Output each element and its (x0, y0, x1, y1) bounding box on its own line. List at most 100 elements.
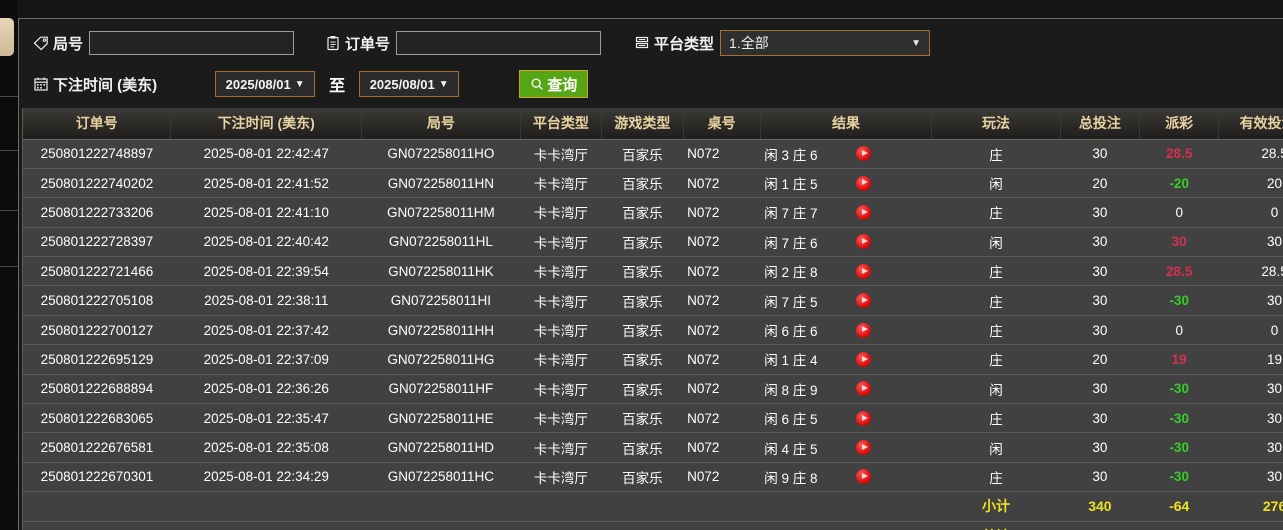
col-round-no[interactable]: 局号 (361, 108, 521, 140)
cell-platform: 卡卡湾厅 (520, 139, 602, 169)
cell-game-type: 百家乐 (601, 432, 684, 463)
table-row[interactable]: 250801222721466 2025-08-01 22:39:54 GN0722… (23, 256, 1283, 287)
bet-time-from-input[interactable]: 2025/08/01 ▼ (215, 71, 316, 97)
table-row[interactable]: 250801222733206 2025-08-01 22:41:10 GN0722… (23, 197, 1283, 228)
play-replay-icon[interactable] (856, 175, 872, 191)
play-replay-icon[interactable] (856, 410, 872, 426)
payout-value: 19 (1171, 351, 1187, 367)
cell-result: 闲 7 庄 6 (760, 227, 932, 258)
cell-payout: -30 (1139, 374, 1219, 405)
round-no-input[interactable] (89, 31, 295, 55)
cell-play: 庄 (931, 285, 1061, 316)
result-text: 闲 8 庄 9 (764, 382, 818, 398)
table-row[interactable]: 250801222683065 2025-08-01 22:35:47 GN0722… (23, 403, 1283, 434)
cell-game-type: 百家乐 (601, 403, 684, 434)
rail-segment (0, 210, 18, 266)
cell-play: 闲 (931, 168, 1061, 199)
cell-platform: 卡卡湾厅 (520, 462, 602, 493)
play-replay-icon[interactable] (856, 293, 872, 309)
cell-table-no: N072 (683, 285, 761, 316)
summary-valid-bet: 276 (1218, 521, 1283, 530)
cell-valid-bet: 20 (1218, 168, 1283, 199)
cell-payout: 19 (1139, 344, 1219, 375)
payout-value: -30 (1169, 293, 1189, 309)
cell-order-no: 250801222705108 (23, 285, 171, 316)
platform-type-value: 1.全部 (729, 35, 769, 51)
cell-round-no: GN072258011HF (361, 374, 521, 405)
order-no-input[interactable] (396, 31, 602, 55)
cell-bet-time: 2025-08-01 22:38:11 (170, 285, 362, 316)
cell-order-no: 250801222721466 (23, 256, 171, 287)
play-replay-icon[interactable] (856, 263, 872, 279)
summary-spacer (760, 521, 932, 530)
summary-spacer (520, 491, 602, 522)
cell-round-no: GN072258011HI (361, 285, 521, 316)
cell-round-no: GN072258011HO (361, 139, 521, 169)
filter-bar: 局号 订单号 (22, 22, 1280, 104)
play-replay-icon[interactable] (856, 469, 872, 485)
cell-game-type: 百家乐 (601, 139, 684, 169)
table-row[interactable]: 250801222695129 2025-08-01 22:37:09 GN0722… (23, 344, 1283, 375)
cell-total-bet: 30 (1060, 285, 1140, 316)
cell-table-no: N072 (683, 168, 761, 199)
cell-result: 闲 8 庄 9 (760, 374, 932, 405)
table-row[interactable]: 250801222748897 2025-08-01 22:42:47 GN0722… (23, 139, 1283, 169)
play-replay-icon[interactable] (856, 351, 872, 367)
col-platform[interactable]: 平台类型 (520, 108, 603, 140)
cell-round-no: GN072258011HD (361, 432, 521, 463)
bet-time-from-value: 2025/08/01 (225, 76, 291, 92)
payout-value: 0 (1175, 204, 1183, 220)
table-row[interactable]: 250801222670301 2025-08-01 22:34:29 GN0722… (23, 462, 1283, 493)
col-play[interactable]: 玩法 (931, 108, 1061, 140)
payout-value: 0 (1175, 322, 1183, 338)
result-text: 闲 6 庄 5 (764, 412, 818, 428)
table-row[interactable]: 250801222728397 2025-08-01 22:40:42 GN0722… (23, 227, 1283, 258)
col-result[interactable]: 结果 (760, 108, 933, 140)
table-body: 250801222748897 2025-08-01 22:42:47 GN0722… (23, 139, 1283, 530)
cell-platform: 卡卡湾厅 (520, 256, 602, 287)
table-row[interactable]: 250801222688894 2025-08-01 22:36:26 GN0722… (23, 374, 1283, 405)
col-total-bet[interactable]: 总投注 (1060, 108, 1141, 140)
table-row[interactable]: 250801222700127 2025-08-01 22:37:42 GN0722… (23, 315, 1283, 346)
result-text: 闲 3 庄 6 (764, 147, 818, 163)
cell-table-no: N072 (683, 139, 761, 169)
summary-label: 总计 (931, 521, 1061, 530)
records-table-scroll[interactable]: 订单号 下注时间 (美东) 局号 平台类型 游戏类型 桌号 结果 玩法 总投注 … (22, 108, 1283, 530)
col-payout[interactable]: 派彩 (1139, 108, 1220, 140)
platform-type-select[interactable]: 1.全部 ▼ (720, 30, 931, 56)
cell-total-bet: 30 (1060, 197, 1140, 228)
cell-order-no: 250801222683065 (23, 403, 171, 434)
cell-total-bet: 20 (1060, 344, 1140, 375)
play-replay-icon[interactable] (856, 234, 872, 250)
query-button[interactable]: 查询 (519, 70, 589, 98)
col-game-type[interactable]: 游戏类型 (601, 108, 684, 140)
bet-time-to-value: 2025/08/01 (369, 76, 435, 92)
summary-total-bet: 340 (1060, 491, 1140, 522)
play-replay-icon[interactable] (856, 322, 872, 338)
records-table: 订单号 下注时间 (美东) 局号 平台类型 游戏类型 桌号 结果 玩法 总投注 … (23, 108, 1283, 530)
table-row[interactable]: 250801222740202 2025-08-01 22:41:52 GN0722… (23, 168, 1283, 199)
cell-round-no: GN072258011HC (361, 462, 521, 493)
play-replay-icon[interactable] (856, 381, 872, 397)
col-valid-bet[interactable]: 有效投注额 (1218, 108, 1283, 140)
play-replay-icon[interactable] (856, 146, 872, 162)
cell-payout: 28.5 (1139, 256, 1219, 287)
table-row[interactable]: 250801222705108 2025-08-01 22:38:11 GN0722… (23, 285, 1283, 316)
col-bet-time[interactable]: 下注时间 (美东) (170, 108, 363, 140)
col-table-no[interactable]: 桌号 (683, 108, 761, 140)
col-order-no[interactable]: 订单号 (23, 108, 172, 140)
cell-table-no: N072 (683, 462, 761, 493)
cell-table-no: N072 (683, 374, 761, 405)
cell-result: 闲 6 庄 6 (760, 315, 932, 346)
cell-play: 庄 (931, 344, 1061, 375)
play-replay-icon[interactable] (856, 440, 872, 456)
play-replay-icon[interactable] (856, 204, 872, 220)
cell-table-no: N072 (683, 344, 761, 375)
summary-spacer (520, 521, 602, 530)
table-row[interactable]: 250801222676581 2025-08-01 22:35:08 GN0722… (23, 432, 1283, 463)
payout-value: -30 (1169, 381, 1189, 397)
rail-collapse-handle[interactable] (0, 18, 14, 56)
cell-round-no: GN072258011HM (361, 197, 521, 228)
cell-game-type: 百家乐 (601, 374, 684, 405)
bet-time-to-input[interactable]: 2025/08/01 ▼ (359, 71, 460, 97)
